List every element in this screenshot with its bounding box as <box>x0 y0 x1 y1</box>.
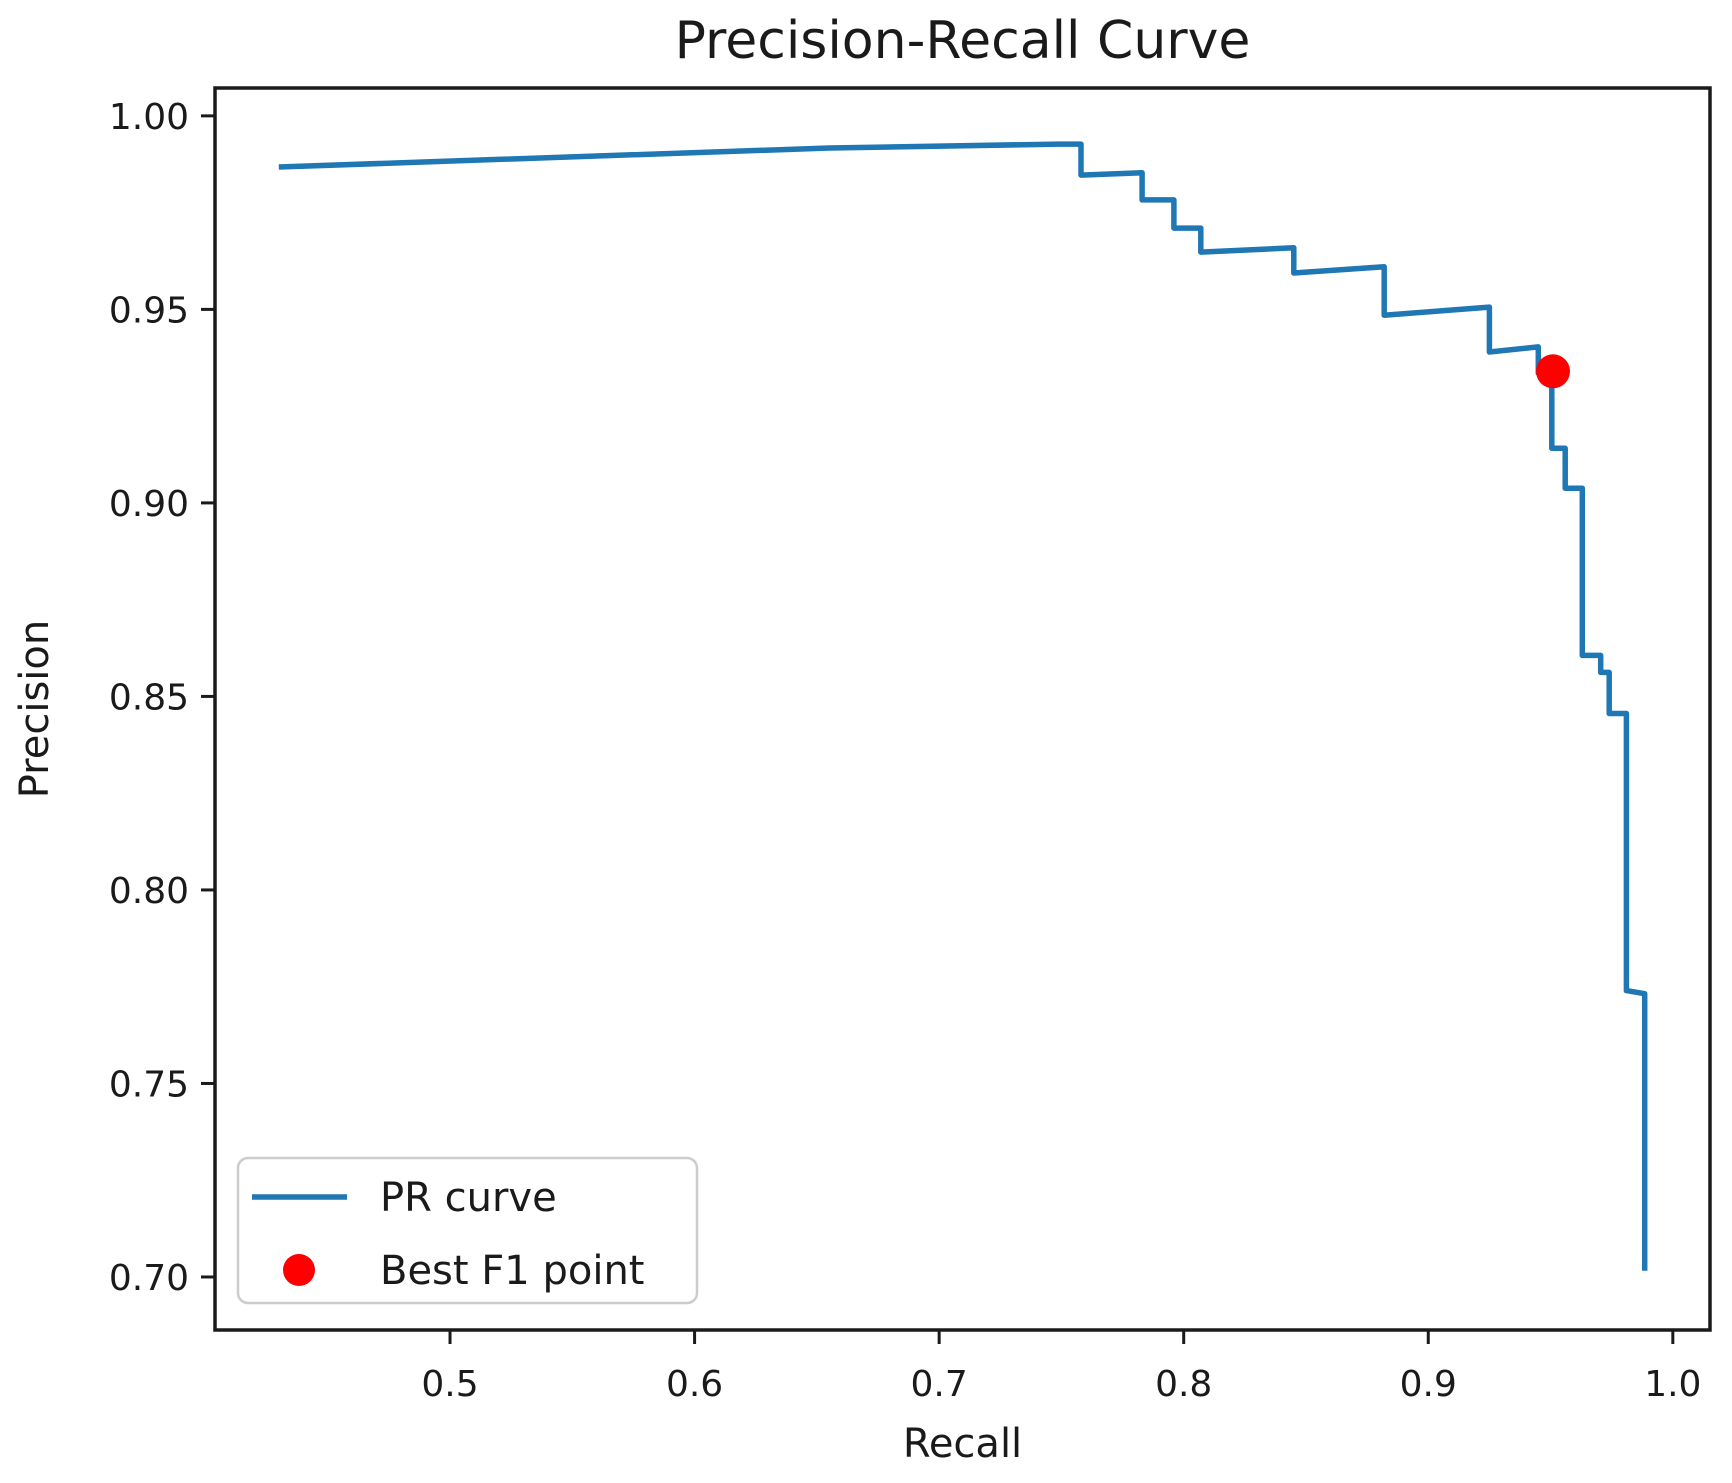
x-axis-label: Recall <box>903 1421 1022 1467</box>
y-tick-label: 0.85 <box>109 677 189 718</box>
x-tick-label: 0.7 <box>911 1364 968 1405</box>
y-tick-label: 0.70 <box>109 1258 189 1299</box>
y-tick-label: 0.80 <box>109 871 189 912</box>
y-tick-label: 0.95 <box>109 290 189 331</box>
x-tick-label: 0.9 <box>1400 1364 1457 1405</box>
y-axis: 0.70 0.75 0.80 0.85 0.90 0.95 1.00 <box>109 97 215 1299</box>
y-axis-label: Precision <box>12 620 58 798</box>
legend-label-pr-curve: PR curve <box>380 1175 557 1221</box>
y-tick-label: 0.90 <box>109 484 189 525</box>
y-tick-label: 1.00 <box>109 97 189 138</box>
x-tick-label: 0.5 <box>421 1364 478 1405</box>
legend-label-best-f1: Best F1 point <box>380 1248 644 1294</box>
legend-box <box>236 1156 699 1305</box>
x-tick-label: 0.6 <box>666 1364 723 1405</box>
x-tick-label: 1.0 <box>1644 1364 1701 1405</box>
legend: PR curve Best F1 point <box>236 1156 699 1305</box>
y-tick-label: 0.75 <box>109 1064 189 1105</box>
legend-dot-sample <box>283 1254 315 1286</box>
axes-frame <box>213 86 1712 1332</box>
best-f1-point-marker <box>1536 354 1570 389</box>
chart-title: Precision-Recall Curve <box>675 11 1251 71</box>
x-tick-label: 0.8 <box>1155 1364 1212 1405</box>
pr-curve-line <box>278 141 1648 1271</box>
x-axis: 0.5 0.6 0.7 0.8 0.9 1.0 <box>421 1330 1701 1405</box>
